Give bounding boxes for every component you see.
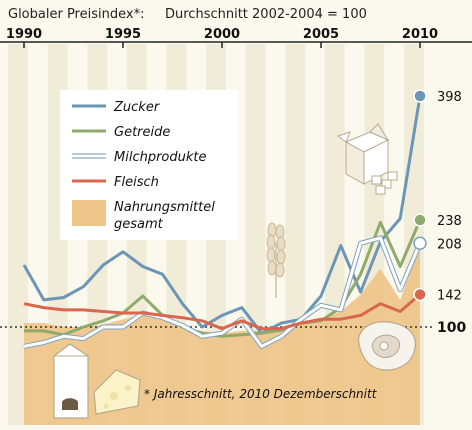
legend-item-zucker: Zucker [72, 100, 161, 115]
sugar-box-icon [336, 123, 398, 195]
legend: Zucker Getreide Milchprodukte Fleisch Na… [60, 90, 238, 240]
end-point-milchprodukte [413, 236, 427, 251]
x-tick-label: 2000 [204, 27, 240, 42]
x-ticks: 1990 1995 2000 2005 2010 [6, 27, 438, 48]
milk-carton-icon [53, 343, 89, 419]
line-fleisch [23, 293, 421, 331]
legend-label-zucker: Zucker [113, 100, 161, 115]
legend-label-fleisch: Fleisch [114, 175, 159, 190]
line-milchprodukte [23, 236, 422, 348]
year-band [8, 44, 28, 425]
line-layer [22, 95, 423, 349]
chart-subtitle: Durchschnitt 2002-2004 = 100 [165, 7, 367, 22]
x-tick-label: 2005 [303, 27, 339, 42]
end-label-fleisch: 142 [437, 288, 462, 303]
end-point-zucker [413, 89, 427, 103]
end-label-getreide: 238 [437, 214, 462, 229]
legend-label-nahrungsmittel: Nahrungsmittel [114, 200, 215, 215]
legend-item-nahrungsmittel: Nahrungsmittel gesamt [72, 200, 215, 232]
cheese-icon [93, 369, 141, 415]
footnote: * Jahresschnitt, 2010 Dezemberschnitt [144, 387, 378, 401]
legend-item-fleisch: Fleisch [72, 175, 159, 190]
end-point-getreide [413, 213, 427, 227]
end-point-fleisch [413, 287, 427, 302]
wheat-icon [266, 222, 286, 298]
end-markers: 398 238 208 142 [413, 89, 462, 303]
end-label-zucker: 398 [437, 90, 462, 105]
end-label-milchprodukte: 208 [437, 237, 462, 252]
x-tick-label: 1990 [6, 27, 42, 42]
legend-label-milchprodukte: Milchprodukte [114, 150, 207, 165]
x-tick-label: 1995 [105, 27, 141, 42]
meat-icon [358, 321, 416, 371]
legend-label-getreide: Getreide [114, 125, 170, 140]
legend-item-getreide: Getreide [72, 125, 170, 140]
legend-label-nahrungsmittel-2: gesamt [114, 217, 164, 232]
legend-item-milchprodukte: Milchprodukte [72, 150, 207, 165]
baseline-100-label: 100 [437, 320, 466, 336]
x-tick-label: 2010 [402, 27, 438, 42]
line-getreide [24, 219, 422, 338]
line-zucker [22, 95, 422, 335]
legend-swatch-nahrungsmittel [72, 200, 106, 226]
chart-title: Globaler Preisindex*: [8, 7, 144, 22]
